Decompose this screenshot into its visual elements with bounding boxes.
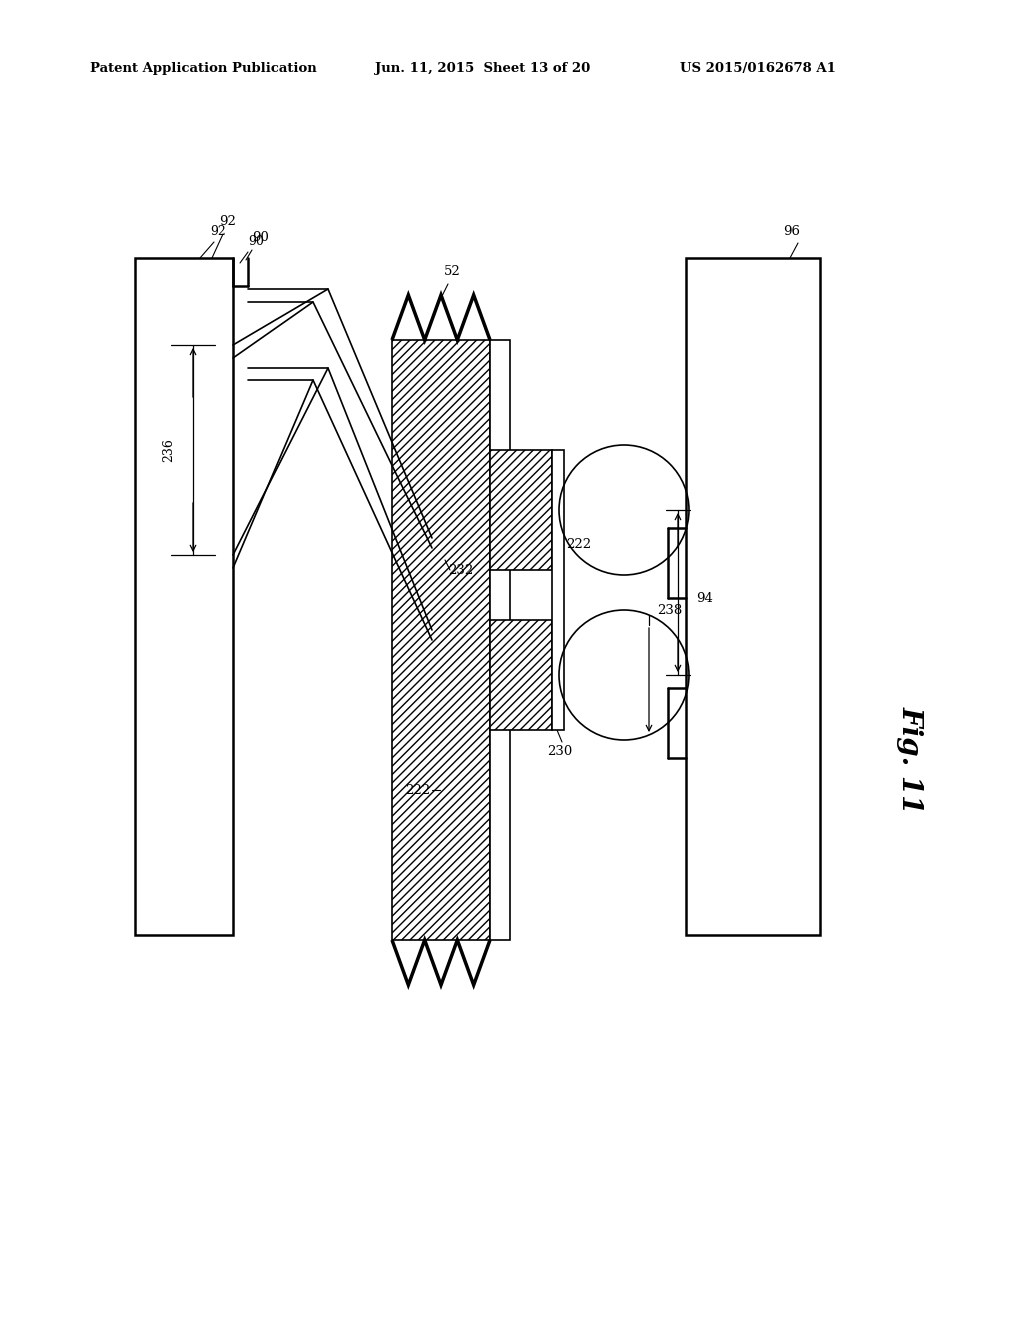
Text: 222: 222 — [404, 784, 430, 796]
Bar — [490, 341, 510, 940]
Bar — [686, 257, 820, 935]
Bar — [490, 450, 552, 570]
Text: Jun. 11, 2015  Sheet 13 of 20: Jun. 11, 2015 Sheet 13 of 20 — [375, 62, 590, 75]
Text: 90: 90 — [248, 235, 264, 248]
Text: 238: 238 — [657, 603, 682, 616]
Bar — [135, 257, 233, 935]
Text: 92: 92 — [219, 215, 236, 228]
Bar — [392, 341, 490, 940]
Bar — [552, 450, 564, 730]
Text: 222: 222 — [566, 539, 591, 552]
Text: 230: 230 — [548, 744, 572, 758]
Bar — [490, 620, 552, 730]
Text: 92: 92 — [210, 224, 225, 238]
Text: US 2015/0162678 A1: US 2015/0162678 A1 — [680, 62, 836, 75]
Text: 232: 232 — [449, 564, 473, 577]
Text: 90: 90 — [252, 231, 269, 244]
Text: 96: 96 — [783, 224, 800, 238]
Text: 52: 52 — [444, 265, 461, 279]
Text: Patent Application Publication: Patent Application Publication — [90, 62, 316, 75]
Text: 236: 236 — [162, 438, 175, 462]
Text: 94: 94 — [696, 591, 713, 605]
Text: Fig. 11: Fig. 11 — [896, 706, 924, 813]
